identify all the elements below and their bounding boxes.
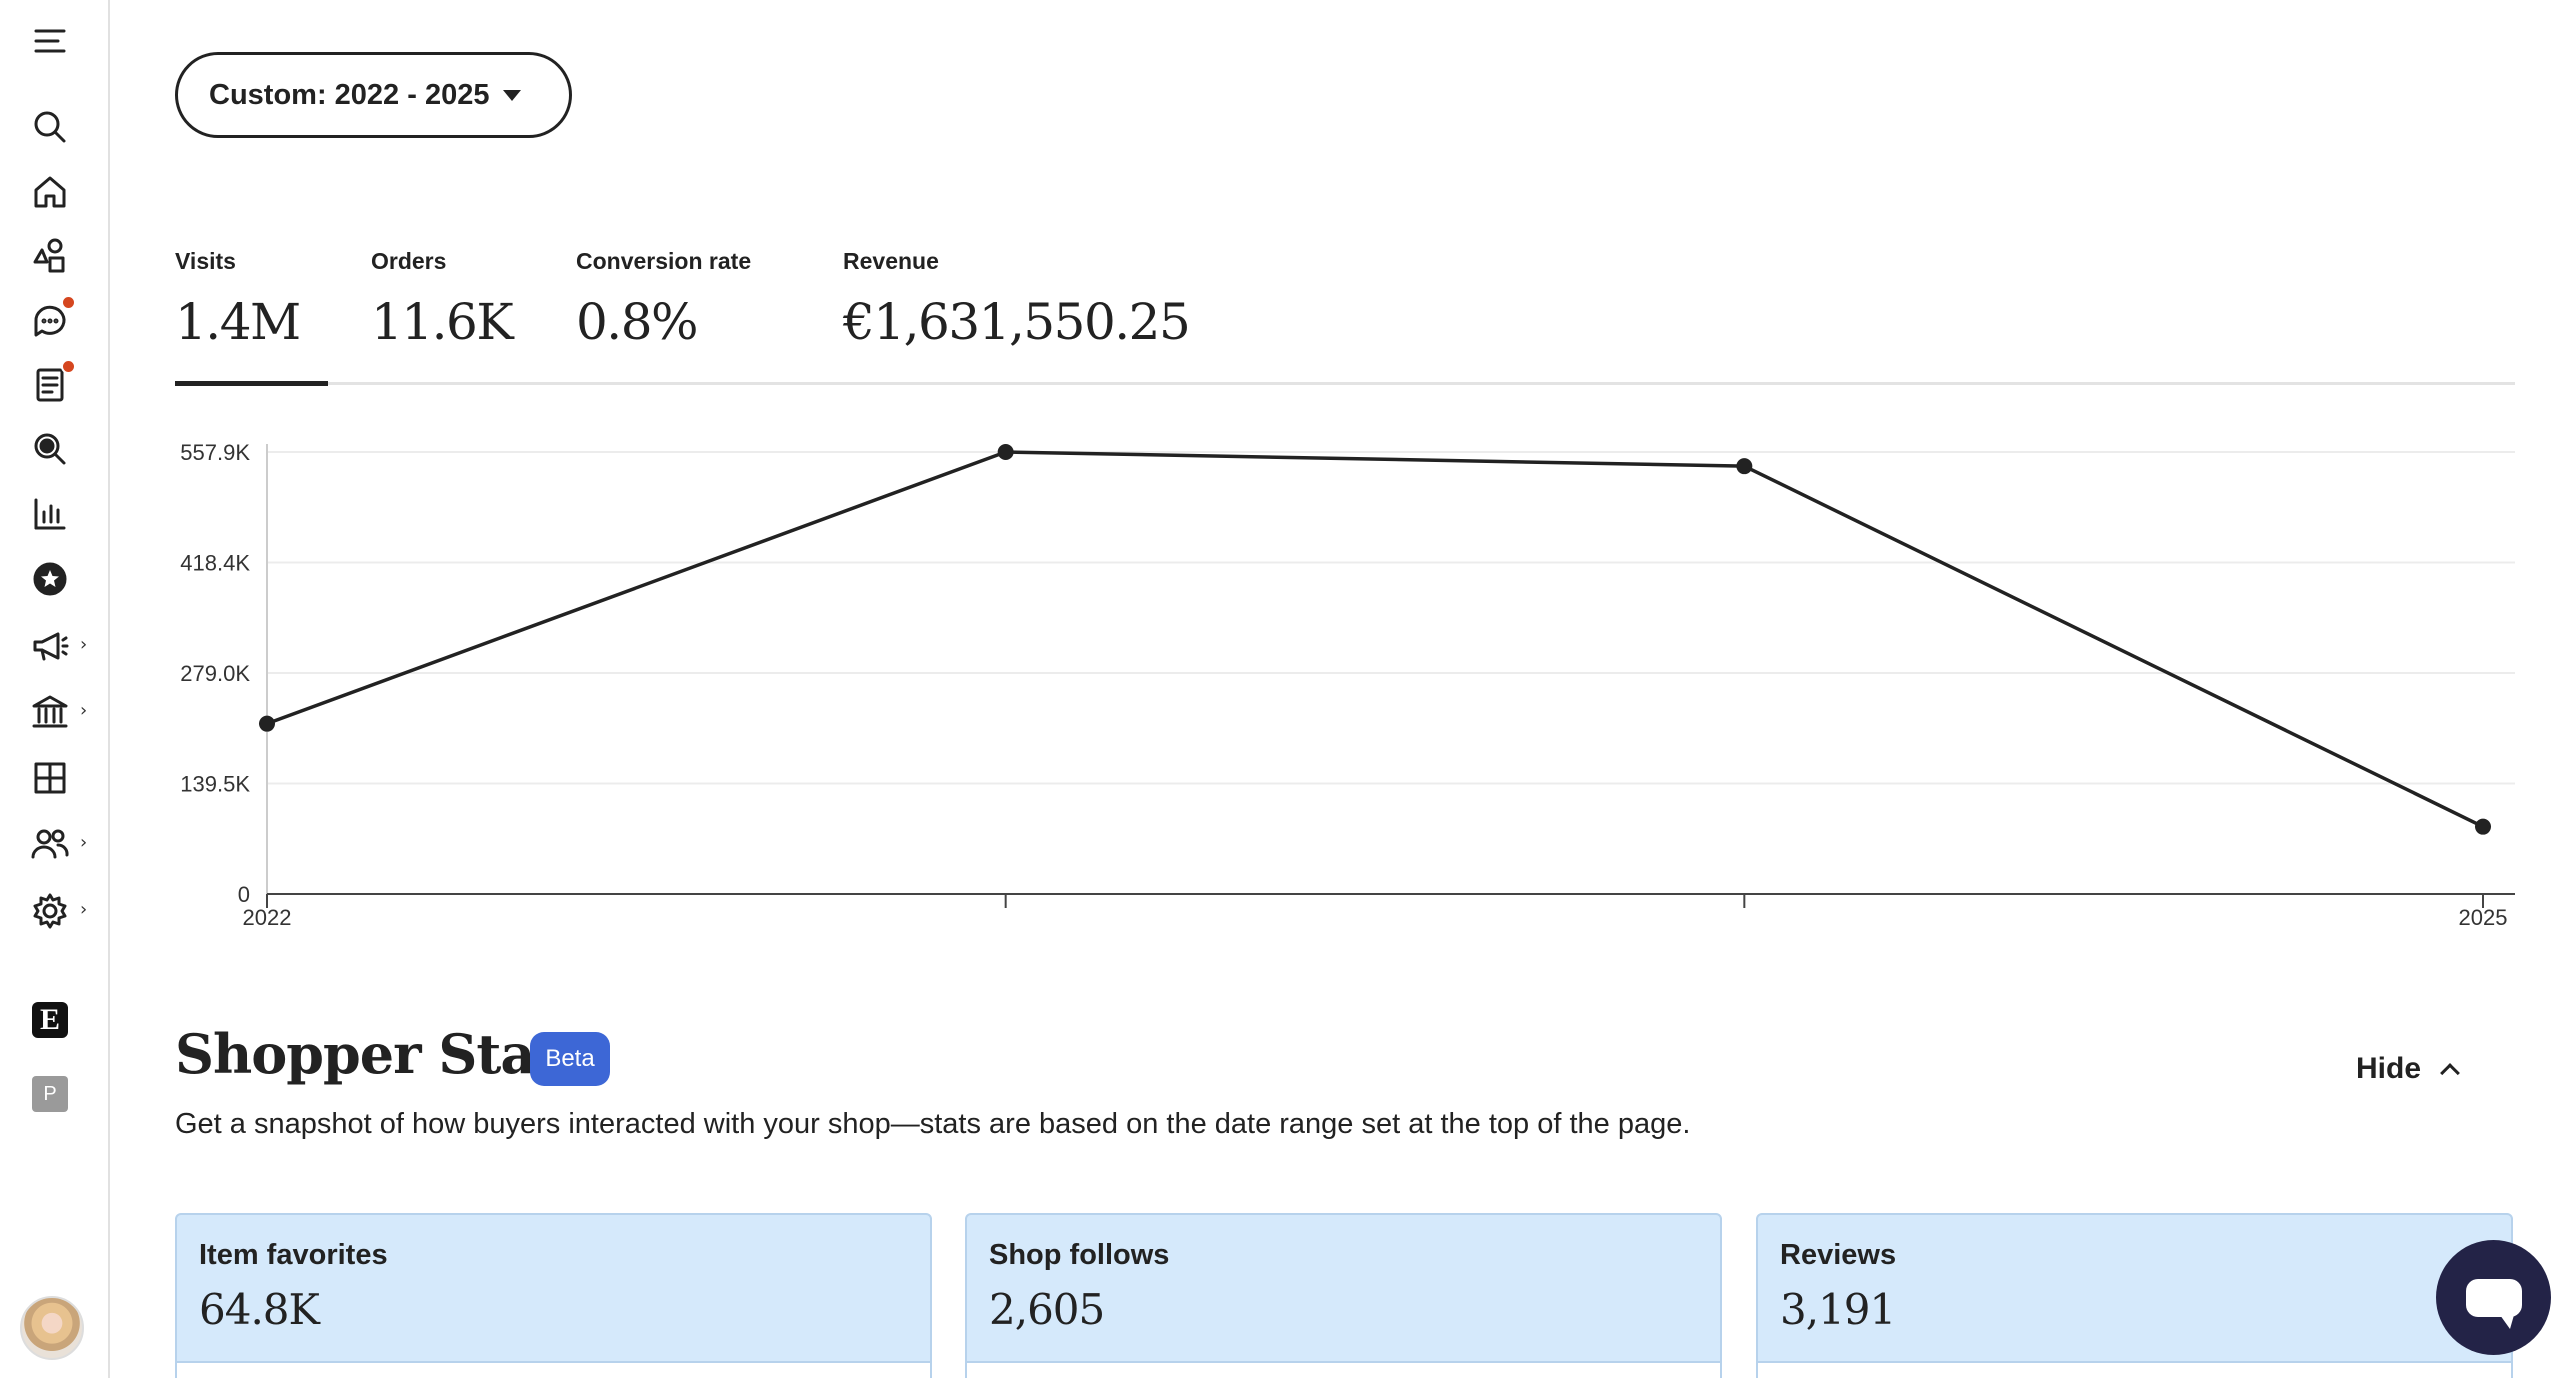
stat-card-footer: [177, 1361, 930, 1378]
data-point: [997, 444, 1014, 460]
metric-value: 0.8%: [576, 293, 699, 351]
zoom-icon[interactable]: [28, 427, 72, 471]
chevron-right-icon: ›: [80, 832, 88, 853]
menu-icon[interactable]: [28, 19, 72, 63]
bank-icon[interactable]: [28, 690, 72, 734]
stat-card-item-favorites[interactable]: Item favorites 64.8K: [175, 1213, 932, 1378]
messages-icon[interactable]: [28, 295, 76, 343]
shapes-icon[interactable]: [28, 234, 72, 278]
notification-dot: [61, 359, 76, 374]
y-tick-label: 418.4K: [180, 551, 250, 576]
chevron-right-icon: ›: [80, 899, 88, 920]
notification-dot: [61, 295, 76, 310]
shopper-stats-title: Shopper Stats: [175, 1022, 589, 1086]
orders-icon[interactable]: [28, 359, 76, 407]
stats-icon[interactable]: [28, 492, 72, 536]
metric-label: Revenue: [843, 248, 939, 274]
grid-icon[interactable]: [28, 756, 72, 800]
y-tick-label: 0: [238, 882, 250, 907]
etsy-logo[interactable]: E: [32, 1002, 68, 1038]
date-range-dropdown[interactable]: Custom: 2022 - 2025: [175, 52, 572, 138]
stat-card-label: Reviews: [1780, 1239, 1897, 1271]
x-tick-label: 2022: [243, 905, 292, 930]
home-icon[interactable]: [28, 170, 72, 214]
stat-card-value: 2,605: [989, 1285, 1105, 1334]
y-tick-label: 557.9K: [180, 440, 250, 465]
hide-button[interactable]: Hide: [2356, 1052, 2460, 1086]
stat-card-shop-follows[interactable]: Shop follows 2,605: [965, 1213, 1722, 1378]
stat-card-label: Shop follows: [989, 1239, 1170, 1271]
metric-conversion-rate[interactable]: Conversion rate 0.8%: [576, 248, 751, 351]
chat-button[interactable]: [2436, 1240, 2551, 1355]
shopper-stats-description: Get a snapshot of how buyers interacted …: [175, 1108, 1691, 1140]
megaphone-icon[interactable]: [28, 624, 72, 668]
active-metric-indicator: [175, 381, 328, 386]
y-tick-label: 139.5K: [180, 772, 250, 797]
metric-value: €1,631,550.25: [843, 293, 1191, 351]
beta-badge: Beta: [530, 1032, 610, 1086]
x-tick-label: 2025: [2459, 905, 2508, 930]
avatar[interactable]: [20, 1296, 84, 1360]
metric-label: Orders: [371, 248, 447, 274]
data-point: [259, 715, 275, 732]
y-tick-label: 279.0K: [180, 661, 250, 686]
hide-label: Hide: [2356, 1052, 2422, 1085]
metric-label: Visits: [175, 248, 236, 274]
stat-card-footer: [967, 1361, 1720, 1378]
star-badge-icon[interactable]: [28, 557, 72, 601]
search-icon[interactable]: [28, 105, 72, 149]
visits-line-chart: 0 139.5K 279.0K 418.4K 557.9K 2022 2025: [180, 440, 2515, 930]
stat-card-reviews[interactable]: Reviews 3,191: [1756, 1213, 2513, 1378]
stat-card-footer: [1758, 1361, 2511, 1378]
stat-card-label: Item favorites: [199, 1239, 388, 1271]
chat-bubble-icon: [2465, 1278, 2522, 1329]
chevron-up-icon: [2440, 1063, 2460, 1083]
chevron-right-icon: ›: [80, 634, 88, 655]
metric-label: Conversion rate: [576, 248, 752, 274]
people-icon[interactable]: [28, 822, 72, 866]
date-range-label: Custom: 2022 - 2025: [209, 78, 490, 111]
caret-down-icon: [503, 89, 522, 101]
metric-value: 11.6K: [371, 293, 514, 351]
metric-orders[interactable]: Orders 11.6K: [371, 248, 514, 351]
metric-value: 1.4M: [175, 293, 301, 351]
series-line: [266, 450, 2484, 829]
stat-card-value: 64.8K: [199, 1285, 320, 1334]
chevron-right-icon: ›: [80, 700, 88, 721]
sidebar-nav: › › › › E P: [0, 0, 110, 1378]
gear-icon[interactable]: [28, 889, 72, 933]
profile-letter-icon[interactable]: P: [32, 1076, 68, 1112]
metric-visits[interactable]: Visits 1.4M: [175, 248, 301, 351]
data-point: [2475, 818, 2491, 835]
metric-tabs-divider: [175, 382, 2515, 385]
data-point: [1736, 458, 1753, 475]
stat-card-value: 3,191: [1780, 1285, 1896, 1334]
metric-revenue[interactable]: Revenue €1,631,550.25: [843, 248, 1191, 351]
